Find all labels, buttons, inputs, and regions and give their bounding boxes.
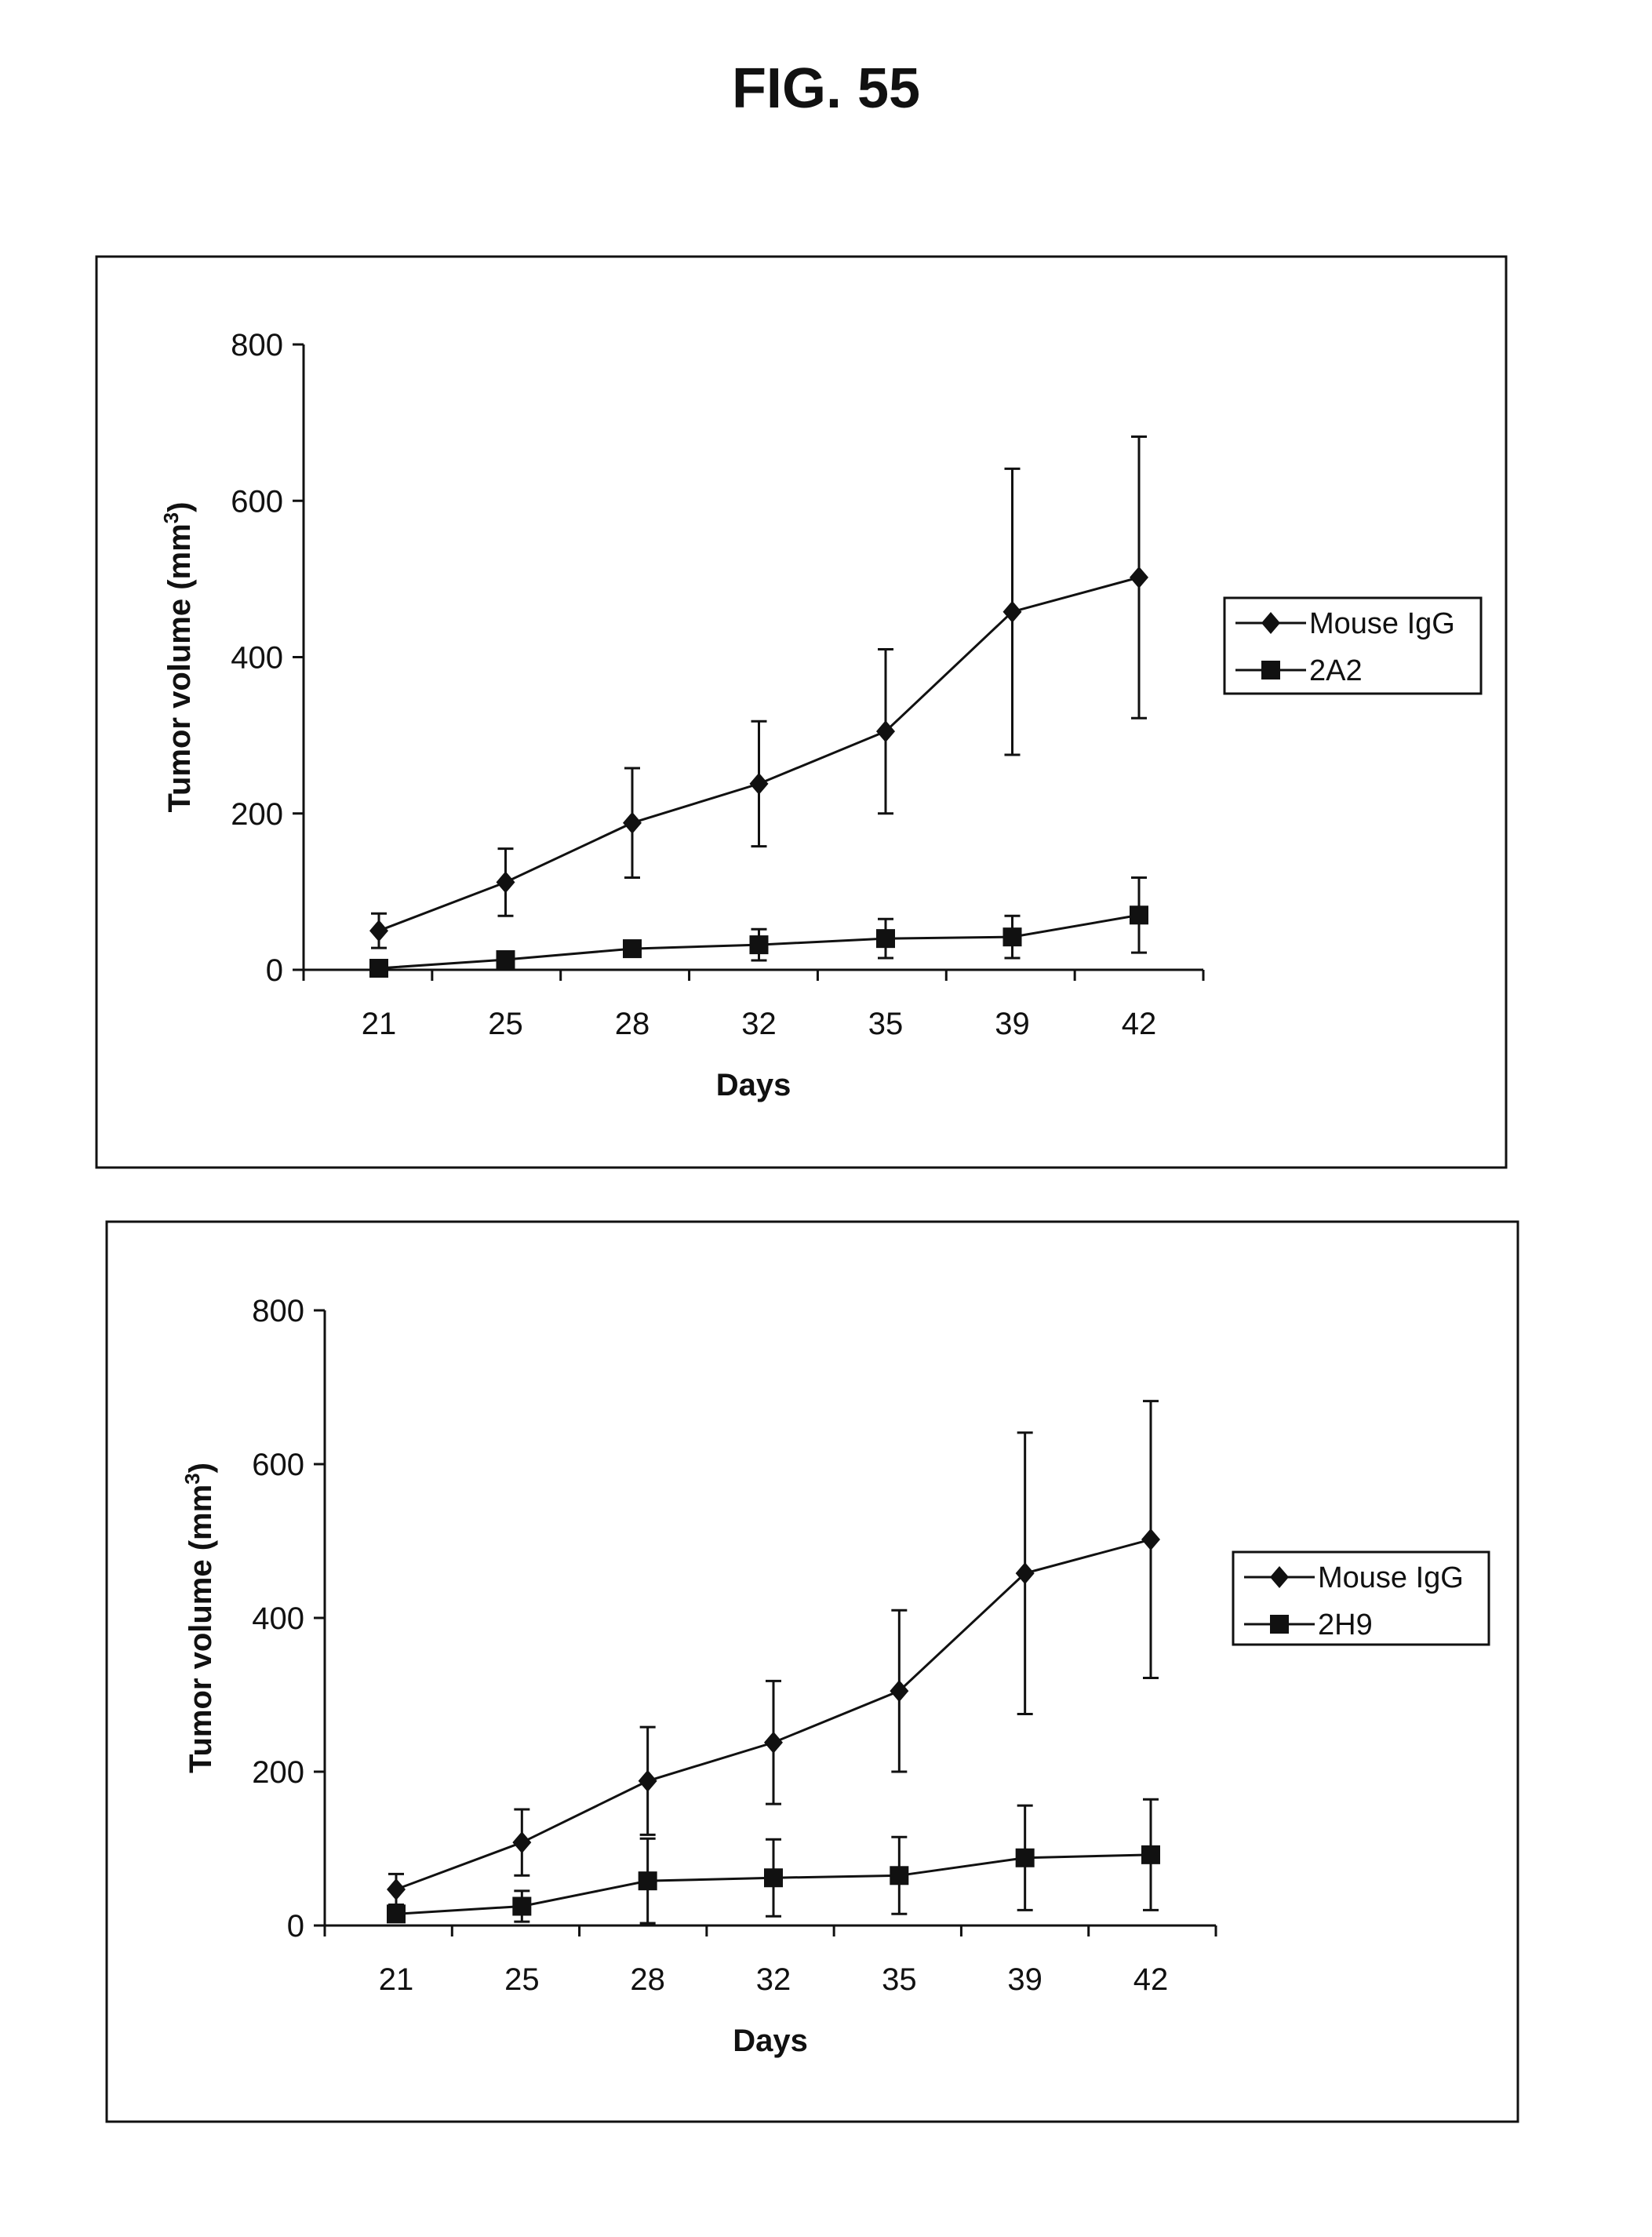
legend: Mouse IgG 2A2 — [1224, 598, 1481, 694]
chart-frame — [96, 257, 1506, 1168]
x-tick-label: 28 — [630, 1962, 665, 1997]
chart-frame — [107, 1222, 1518, 2122]
chart-panel-1: 0 200 400 600 800 21 25 28 32 35 39 42 Days Tumor vol… — [96, 257, 1506, 1168]
chart-panel-2: 0 200 400 600 800 21 25 28 32 35 39 42 Days Tumor vol… — [107, 1222, 1518, 2122]
data-point — [750, 935, 769, 954]
y-tick-label: 0 — [266, 953, 283, 988]
data-point — [876, 929, 895, 948]
data-point — [512, 1831, 531, 1853]
x-tick-label: 39 — [1007, 1962, 1043, 1997]
y-axis-label: Tumor volume (mm3) — [159, 502, 197, 813]
x-axis-label: Days — [716, 1068, 791, 1102]
x-tick-label: 21 — [379, 1962, 414, 1997]
y-tick-label: 600 — [231, 484, 283, 519]
data-point — [1130, 567, 1148, 588]
x-tick-label: 42 — [1133, 1962, 1169, 1997]
data-point — [1130, 905, 1148, 924]
series-mouse-igg — [369, 437, 1148, 949]
y-tick-label: 600 — [252, 1448, 304, 1482]
x-tick-label: 35 — [882, 1962, 917, 1997]
x-tick-label: 28 — [615, 1007, 650, 1041]
x-axis-label: Days — [733, 2024, 808, 2058]
y-tick-label: 200 — [231, 797, 283, 832]
legend-label: Mouse IgG — [1318, 1561, 1464, 1594]
data-point — [623, 812, 642, 834]
x-tick-label: 42 — [1122, 1007, 1157, 1041]
series-mouse-igg — [387, 1401, 1160, 1905]
data-point — [1141, 1845, 1160, 1864]
data-point — [387, 1878, 406, 1900]
data-point — [623, 939, 642, 958]
data-point — [639, 1871, 657, 1890]
y-tick-label: 800 — [231, 328, 283, 363]
x-tick-label: 25 — [504, 1962, 540, 1997]
series-2a2 — [369, 877, 1148, 978]
y-tick-label: 400 — [252, 1601, 304, 1636]
data-point — [1141, 1528, 1160, 1550]
data-point — [764, 1732, 783, 1754]
data-point — [497, 871, 515, 893]
series-2h9 — [387, 1799, 1160, 1923]
y-tick-label: 800 — [252, 1294, 304, 1328]
data-point — [750, 773, 769, 795]
x-tick-label: 25 — [488, 1007, 523, 1041]
legend-square-icon — [1270, 1615, 1289, 1634]
data-point — [369, 920, 388, 942]
y-axis-label: Tumor volume (mm3) — [180, 1463, 218, 1773]
x-tick-label: 21 — [362, 1007, 397, 1041]
legend-square-icon — [1261, 661, 1280, 679]
data-point — [369, 959, 388, 978]
legend-label: 2H9 — [1318, 1609, 1373, 1641]
x-tick-label: 35 — [868, 1007, 904, 1041]
legend-label: Mouse IgG — [1309, 607, 1455, 640]
data-point — [764, 1868, 783, 1887]
y-tick-label: 0 — [287, 1909, 304, 1944]
data-point — [512, 1897, 531, 1916]
data-point — [387, 1904, 406, 1923]
data-point — [639, 1770, 657, 1792]
legend: Mouse IgG 2H9 — [1233, 1552, 1489, 1645]
y-tick-label: 400 — [231, 641, 283, 676]
x-tick-label: 39 — [995, 1007, 1030, 1041]
data-point — [890, 1866, 908, 1885]
x-tick-label: 32 — [756, 1962, 791, 1997]
y-tick-label: 200 — [252, 1755, 304, 1790]
data-point — [1016, 1849, 1035, 1867]
x-tick-label: 32 — [741, 1007, 777, 1041]
data-point — [1003, 927, 1022, 946]
data-point — [497, 950, 515, 969]
legend-label: 2A2 — [1309, 654, 1363, 687]
